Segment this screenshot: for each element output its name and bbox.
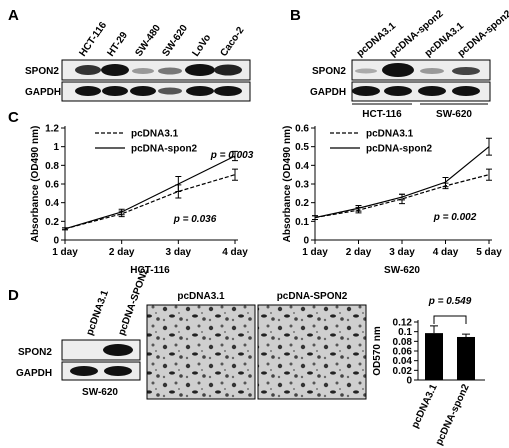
row-label: GAPDH xyxy=(310,87,346,98)
lane-label: pcDNA-SPON2 xyxy=(116,267,151,337)
x-tick-label: 1 day xyxy=(302,247,328,258)
y-tick-label: 0.8 xyxy=(45,161,59,172)
x-tick-label: 3 day xyxy=(389,247,415,258)
lane-label: SW-620 xyxy=(160,23,190,59)
error-bar xyxy=(232,150,238,162)
error-bar xyxy=(442,176,449,188)
panel-label: A xyxy=(8,7,19,24)
x-tick-label: 4 day xyxy=(433,247,459,258)
annotation: p = 0.036 xyxy=(173,214,217,225)
error-bar xyxy=(486,168,492,181)
y-axis-label: OD570 nm xyxy=(372,326,383,376)
annotation: p = 0.002 xyxy=(433,212,477,223)
y-tick-label: 1 xyxy=(53,142,59,153)
x-tick-label: 5 day xyxy=(476,247,502,258)
error-bar xyxy=(355,204,362,212)
y-tick-label: 0 xyxy=(303,236,309,247)
y-tick-label: 0.6 xyxy=(45,180,59,191)
y-tick-label: 0.1 xyxy=(295,217,309,228)
legend-label: pcDNA-spon2 xyxy=(131,144,198,155)
series-line xyxy=(64,155,236,230)
x-tick-label: pcDNA-spon2 xyxy=(434,382,472,447)
x-tick-label: 3 day xyxy=(166,247,192,258)
error-bar xyxy=(486,137,492,156)
y-tick-label: 1.2 xyxy=(45,124,59,135)
y-tick-label: 0.6 xyxy=(295,124,309,135)
x-tick-label: 1 day xyxy=(52,247,78,258)
y-tick-label: 0.5 xyxy=(295,142,309,153)
bar xyxy=(425,333,443,380)
x-axis-label: HCT-116 xyxy=(130,265,170,276)
lane-label: pcDNA3.1 xyxy=(84,288,111,337)
error-bar xyxy=(462,333,470,337)
error-bar xyxy=(399,193,405,201)
legend-label: pcDNA3.1 xyxy=(131,129,179,140)
y-tick-label: 0.4 xyxy=(295,161,309,172)
blot-b: pcDNA3.1 pcDNA-spon2 pcDNA3.1 pcDNA-spon… xyxy=(310,8,509,120)
lane-label: SW-480 xyxy=(133,23,163,59)
annotation: p = 0.003 xyxy=(210,150,254,161)
group-label: HCT-116 xyxy=(362,109,402,120)
error-bar xyxy=(62,227,68,231)
y-tick-label: 0.4 xyxy=(45,198,59,209)
error-bar xyxy=(118,208,125,216)
error-bar xyxy=(232,168,238,181)
lane-label: LoVo xyxy=(190,33,213,59)
row-label: SPON2 xyxy=(312,66,346,77)
y-tick-label: 0.02 xyxy=(393,366,413,377)
y-tick-label: 0.3 xyxy=(295,180,309,191)
legend-label: pcDNA3.1 xyxy=(366,129,414,140)
row-label: SPON2 xyxy=(18,347,52,358)
error-bar xyxy=(175,176,182,192)
row-label: GAPDH xyxy=(16,368,52,379)
panel-label: C xyxy=(8,109,19,126)
image xyxy=(146,304,256,400)
y-tick-label: 0.2 xyxy=(295,198,309,209)
legend-label: pcDNA-spon2 xyxy=(366,144,433,155)
annotation: p = 0.549 xyxy=(428,296,472,307)
panel-label: D xyxy=(8,287,19,304)
image-title: pcDNA-SPON2 xyxy=(277,291,348,302)
y-tick-label: 0.04 xyxy=(393,356,413,367)
blot-a: HCT-116 HT-29 SW-480 SW-620 LoVo Caco-2 … xyxy=(25,20,251,102)
y-axis-label: Absorbance (OD490 nm) xyxy=(282,126,293,243)
panel-label: B xyxy=(290,7,301,24)
y-tick-label: 0.06 xyxy=(393,347,413,358)
lane-label: pcDNA-spon2 xyxy=(456,8,509,59)
image xyxy=(257,304,367,400)
error-bar xyxy=(430,325,438,334)
image-title: pcDNA3.1 xyxy=(177,291,225,302)
x-tick-label: 2 day xyxy=(346,247,372,258)
x-tick-label: pcDNA3.1 xyxy=(410,382,440,430)
bar xyxy=(457,336,475,380)
row-label: GAPDH xyxy=(25,87,61,98)
significance-bracket xyxy=(433,315,467,324)
y-tick-label: 0 xyxy=(406,376,412,387)
y-axis-label: Absorbance (OD490 nm) xyxy=(30,126,41,243)
x-tick-label: 4 day xyxy=(222,247,248,258)
x-tick-label: 2 day xyxy=(109,247,135,258)
y-tick-label: 0 xyxy=(53,236,59,247)
cell-line-label: SW-620 xyxy=(82,387,118,398)
y-tick-label: 0.2 xyxy=(45,217,59,228)
series-line xyxy=(314,146,490,219)
y-tick-label: 0.1 xyxy=(398,327,412,338)
lane-label: Caco-2 xyxy=(218,25,246,59)
x-axis-label: SW-620 xyxy=(384,265,420,276)
lane-label: HT-29 xyxy=(105,30,130,59)
y-tick-label: 0.08 xyxy=(393,337,413,348)
migration-images: pcDNA3.1 pcDNA-SPON2 xyxy=(146,291,367,400)
y-tick-label: 0.12 xyxy=(393,318,413,329)
blot-d: pcDNA3.1 pcDNA-SPON2 SPON2 GAPDH SW-620 xyxy=(16,267,151,398)
error-bar xyxy=(312,215,318,220)
row-label: SPON2 xyxy=(25,66,59,77)
group-label: SW-620 xyxy=(436,109,472,120)
